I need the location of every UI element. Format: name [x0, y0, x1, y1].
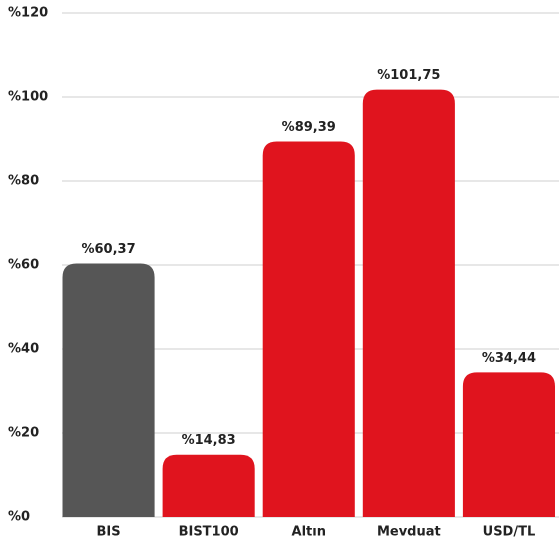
y-tick-label: %0 — [8, 510, 30, 525]
bar — [262, 141, 355, 517]
bar — [162, 454, 255, 517]
x-tick-label: USD/TL — [483, 525, 536, 540]
value-label: %34,44 — [482, 351, 536, 366]
y-tick-label: %80 — [8, 174, 39, 189]
y-tick-label: %40 — [8, 342, 39, 357]
value-label: %60,37 — [81, 242, 135, 257]
bar — [462, 372, 555, 517]
x-tick-label: BIS — [96, 525, 120, 540]
bar — [362, 89, 455, 518]
x-tick-label: BIST100 — [179, 525, 239, 540]
y-tick-label: %100 — [8, 90, 48, 105]
value-label: %89,39 — [282, 120, 336, 135]
y-tick-label: %60 — [8, 258, 39, 273]
y-tick-label: %120 — [8, 6, 48, 21]
x-tick-label: Altın — [292, 525, 326, 540]
value-label: %14,83 — [182, 433, 236, 448]
x-tick-label: Mevduat — [377, 525, 441, 540]
value-label: %101,75 — [377, 68, 440, 83]
bar — [62, 263, 155, 517]
y-tick-label: %20 — [8, 426, 39, 441]
